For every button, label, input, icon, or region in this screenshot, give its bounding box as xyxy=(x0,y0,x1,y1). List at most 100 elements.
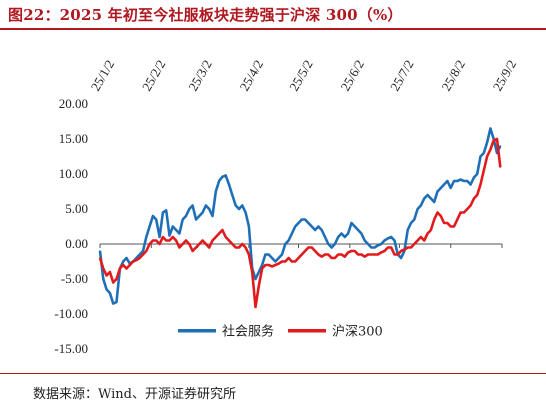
data-point xyxy=(198,215,201,217)
data-point xyxy=(248,225,250,228)
data-point xyxy=(267,264,270,266)
data-point xyxy=(479,155,482,158)
data-point xyxy=(122,260,124,263)
line-chart: 25/1/2 25/2/2 25/3/2 25/4/2 25/5/2 25/6/2 25/7… xyxy=(54,57,519,356)
data-point xyxy=(330,246,333,249)
data-point xyxy=(138,253,141,256)
data-point xyxy=(340,232,343,235)
x-tick-label: 25/3/2 xyxy=(185,57,215,93)
data-point xyxy=(433,218,436,221)
data-point xyxy=(181,243,184,245)
data-point xyxy=(489,127,492,130)
data-point xyxy=(301,253,303,256)
data-point xyxy=(317,253,320,256)
data-point xyxy=(320,229,323,231)
data-point xyxy=(436,190,439,193)
x-tick-label: 25/8/2 xyxy=(438,57,468,93)
data-point xyxy=(122,264,124,266)
data-point xyxy=(459,178,462,181)
data-point xyxy=(294,260,297,263)
data-point xyxy=(132,260,134,263)
y-tick-label: 10.00 xyxy=(59,166,88,181)
data-point xyxy=(370,246,373,249)
data-point xyxy=(155,239,157,242)
data-point xyxy=(251,271,253,273)
data-point xyxy=(218,232,220,235)
data-point xyxy=(350,222,353,224)
data-point xyxy=(191,250,194,252)
data-point xyxy=(334,243,336,245)
data-point xyxy=(486,141,488,144)
data-point xyxy=(387,246,389,249)
data-point xyxy=(158,236,161,238)
series-layer xyxy=(98,127,502,309)
data-point xyxy=(410,246,412,249)
data-point xyxy=(370,253,373,256)
data-point xyxy=(254,278,257,280)
data-point xyxy=(172,225,174,228)
data-point xyxy=(165,209,167,212)
data-point xyxy=(423,197,426,200)
data-point xyxy=(248,253,250,256)
data-point xyxy=(112,302,114,305)
data-point xyxy=(456,180,459,182)
data-point xyxy=(423,239,426,242)
data-point xyxy=(354,225,356,228)
data-point xyxy=(347,232,349,235)
data-point xyxy=(483,152,485,154)
data-point xyxy=(258,285,260,287)
data-point xyxy=(473,197,475,200)
data-point xyxy=(274,260,277,263)
data-point xyxy=(191,204,194,207)
data-point xyxy=(373,253,376,256)
data-point xyxy=(449,187,452,189)
data-point xyxy=(138,257,141,259)
x-tick-label: 25/2/2 xyxy=(139,57,169,93)
data-point xyxy=(297,222,300,224)
data-point xyxy=(430,197,432,200)
data-point xyxy=(377,253,379,256)
data-point xyxy=(221,176,224,178)
x-tick-label: 25/5/2 xyxy=(286,57,316,93)
data-point xyxy=(195,218,197,221)
data-point xyxy=(466,208,469,210)
data-point xyxy=(380,243,383,245)
data-point xyxy=(489,148,492,151)
data-point xyxy=(304,250,306,252)
legend-label: 沪深300 xyxy=(332,323,383,339)
data-point xyxy=(211,215,214,217)
data-point xyxy=(99,257,101,259)
data-point xyxy=(426,194,429,196)
data-point xyxy=(284,243,287,245)
data-point xyxy=(208,208,210,210)
data-point xyxy=(400,257,402,259)
data-point xyxy=(178,246,181,249)
data-point xyxy=(377,244,379,247)
data-point xyxy=(109,271,111,273)
data-point xyxy=(314,250,316,252)
data-point xyxy=(413,218,416,221)
data-point xyxy=(185,215,187,217)
data-point xyxy=(453,180,455,182)
data-point xyxy=(284,260,287,263)
data-point xyxy=(330,257,333,259)
data-point xyxy=(224,236,227,238)
data-point xyxy=(367,243,369,245)
data-point xyxy=(264,264,267,266)
data-point xyxy=(433,201,436,203)
data-point xyxy=(224,174,227,177)
data-point xyxy=(479,183,482,186)
data-point xyxy=(397,253,399,256)
data-point xyxy=(234,246,237,249)
data-point xyxy=(185,239,187,242)
data-point xyxy=(317,225,320,228)
data-point xyxy=(115,278,118,280)
data-point xyxy=(228,239,230,242)
data-point xyxy=(390,246,393,249)
data-point xyxy=(469,204,472,207)
data-point xyxy=(234,204,237,207)
data-point xyxy=(393,239,396,242)
data-point xyxy=(258,271,260,273)
data-point xyxy=(466,180,469,182)
data-point xyxy=(483,169,485,172)
